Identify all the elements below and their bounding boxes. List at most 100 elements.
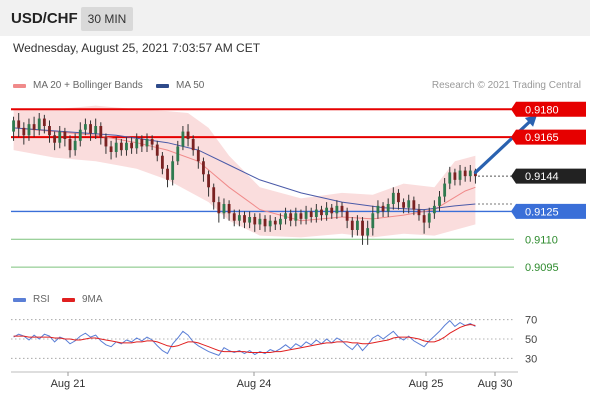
- candle-body: [248, 217, 252, 223]
- x-tick-label: Aug 24: [237, 378, 272, 390]
- candle-body: [366, 228, 370, 236]
- candle-body: [243, 215, 246, 223]
- rsi-swatch: [13, 297, 26, 302]
- candle-body: [448, 172, 452, 184]
- candle-body: [268, 220, 272, 227]
- candle-body: [63, 131, 67, 139]
- candle-body: [427, 213, 431, 223]
- credit-text: Research © 2021 Trading Central: [431, 80, 581, 91]
- timestamp: Wednesday, August 25, 2021 7:03:57 AM CE…: [13, 41, 261, 55]
- candle-body: [309, 211, 313, 217]
- candle-body: [119, 142, 123, 151]
- candle-body: [48, 126, 51, 136]
- rsi-tick-label: 70: [525, 315, 537, 327]
- candle-body: [458, 170, 462, 180]
- candle-body: [89, 124, 92, 134]
- candle-body: [217, 202, 221, 214]
- candle-body: [186, 131, 190, 139]
- candle-body: [463, 170, 467, 177]
- candle-body: [53, 135, 57, 143]
- candle-body: [207, 174, 210, 188]
- candle-body: [438, 196, 441, 206]
- candle-body: [42, 118, 46, 126]
- candle-body: [58, 131, 62, 143]
- candle-body: [345, 211, 349, 221]
- candle-body: [125, 142, 128, 151]
- candle-body: [468, 170, 472, 177]
- rsi-ma-legend-label: 9MA: [82, 294, 103, 305]
- candle-body: [135, 139, 139, 149]
- candle-body: [232, 213, 236, 221]
- resistance-label-tag: [511, 101, 586, 117]
- candle-body: [109, 146, 113, 152]
- candle-body: [27, 124, 31, 136]
- candle-body: [166, 168, 169, 180]
- candle-body: [22, 127, 26, 136]
- candle-body: [160, 155, 164, 169]
- candle-body: [73, 140, 77, 151]
- candle-body: [114, 142, 118, 152]
- candle-body: [314, 209, 318, 217]
- candle-body: [202, 161, 205, 175]
- forecast-arrow-head: [524, 114, 538, 127]
- candle-body: [355, 220, 359, 230]
- candle-body: [273, 220, 277, 225]
- ma50-legend-label: MA 50: [176, 80, 205, 91]
- rsi-ma-line: [13, 323, 476, 353]
- candle-body: [253, 217, 257, 225]
- candle-body: [130, 142, 134, 149]
- candles-group: [12, 113, 477, 245]
- rsi-tick-label: 30: [525, 353, 537, 365]
- candle-body: [279, 218, 282, 225]
- rsi-panel: 70 50 30: [11, 315, 537, 365]
- candle-body: [227, 204, 231, 214]
- candle-body: [402, 202, 405, 208]
- legend-rsi-ma: 9MA: [62, 294, 103, 305]
- resistance-label-tag: [511, 129, 586, 145]
- candle-body: [12, 120, 15, 132]
- candle-body: [289, 213, 293, 221]
- candle-body: [453, 172, 457, 180]
- candle-body: [78, 129, 82, 141]
- candle-body: [284, 213, 287, 219]
- candle-body: [212, 187, 216, 203]
- candle-body: [361, 220, 364, 236]
- legend-rsi: RSI: [13, 294, 50, 305]
- candle-body: [397, 192, 400, 203]
- candle-body: [386, 204, 390, 212]
- rsi-legend-label: RSI: [33, 294, 50, 305]
- candle-body: [222, 204, 226, 214]
- current-label-tag: [511, 168, 586, 184]
- candle-body: [94, 126, 98, 134]
- candle-body: [320, 209, 323, 216]
- support-price-label: 0.9095: [525, 262, 559, 274]
- pivot-label-tag: [511, 203, 586, 219]
- candle-body: [350, 220, 354, 230]
- candle-body: [330, 207, 334, 214]
- candle-body: [443, 183, 447, 197]
- candle-body: [150, 139, 154, 145]
- candle-body: [37, 118, 41, 130]
- candle-body: [407, 200, 411, 208]
- x-tick-label: Aug 30: [478, 378, 513, 390]
- candle-body: [84, 124, 87, 130]
- timeframe-badge[interactable]: 30 MIN: [81, 7, 133, 31]
- current-price-label: 0.9144: [525, 171, 559, 183]
- title-bar: USD/CHF 30 MIN: [0, 0, 590, 36]
- price-labels-group: 0.9180 0.9165 0.9144 0.9125 0.9110 0.9095: [511, 101, 586, 274]
- resistance-price-label: 0.9180: [525, 104, 559, 116]
- support-price-label: 0.9110: [525, 234, 558, 246]
- legend-ma20: MA 20 + Bollinger Bands: [13, 80, 143, 91]
- candle-body: [68, 139, 72, 151]
- candle-body: [422, 215, 426, 223]
- x-tick-label: Aug 21: [51, 378, 86, 390]
- candle-body: [299, 213, 303, 219]
- legend-ma50: MA 50: [156, 80, 204, 91]
- candle-body: [17, 120, 21, 128]
- candle-body: [258, 218, 262, 225]
- ma50-swatch: [156, 83, 169, 88]
- x-axis: Aug 21 Aug 24 Aug 25 Aug 30: [11, 371, 518, 390]
- candle-body: [32, 124, 36, 130]
- candle-body: [171, 161, 175, 180]
